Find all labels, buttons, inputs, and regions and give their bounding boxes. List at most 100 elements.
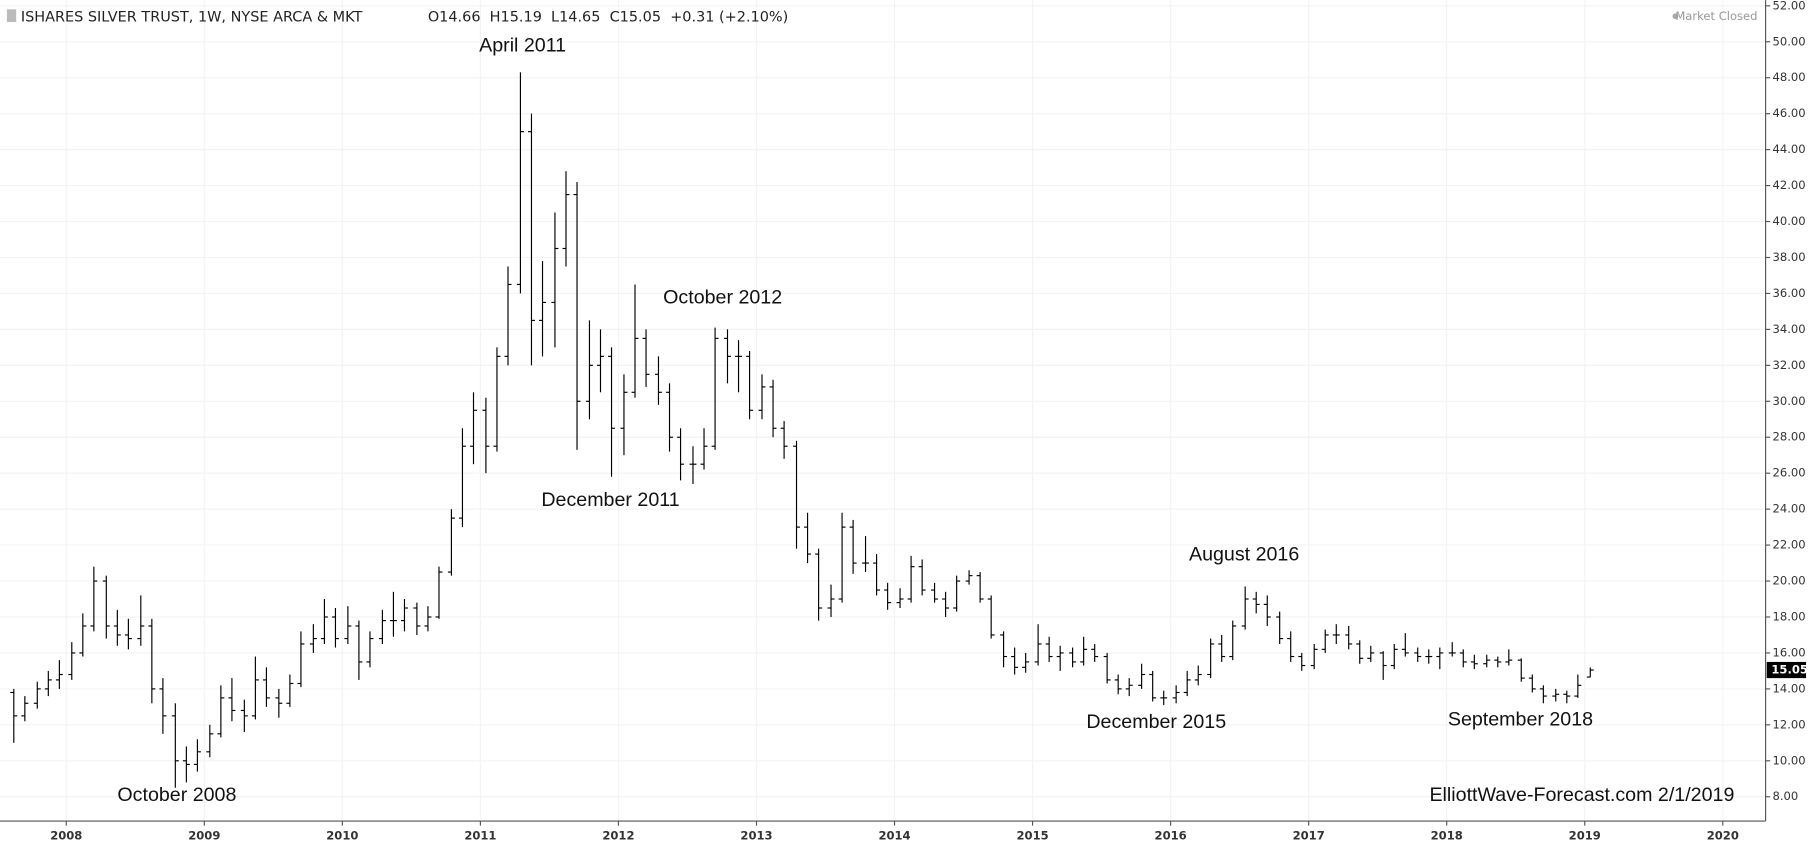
ohlc-bar[interactable] bbox=[1103, 652, 1111, 684]
ohlc-bar[interactable] bbox=[1298, 652, 1306, 671]
ohlc-bar[interactable] bbox=[862, 536, 870, 573]
ohlc-bar[interactable] bbox=[309, 624, 317, 653]
ohlc-bar[interactable] bbox=[1114, 674, 1122, 695]
ohlc-bar[interactable] bbox=[907, 555, 915, 603]
ohlc-bar[interactable] bbox=[297, 631, 305, 688]
ohlc-bar[interactable] bbox=[171, 703, 179, 788]
ohlc-bar[interactable] bbox=[435, 566, 443, 619]
ohlc-bar[interactable] bbox=[1345, 625, 1353, 650]
ohlc-bar[interactable] bbox=[275, 688, 283, 718]
ohlc-bar[interactable] bbox=[1401, 633, 1409, 657]
ohlc-bar[interactable] bbox=[33, 681, 41, 709]
ohlc-bar[interactable] bbox=[1470, 654, 1478, 670]
ohlc-bar[interactable] bbox=[896, 588, 904, 609]
ohlc-bar[interactable] bbox=[1207, 638, 1215, 679]
ohlc-bar[interactable] bbox=[424, 606, 432, 632]
ohlc-bar[interactable] bbox=[838, 512, 846, 603]
ohlc-bar[interactable] bbox=[700, 428, 708, 470]
ohlc-bar[interactable] bbox=[735, 340, 743, 393]
ohlc-bar[interactable] bbox=[1425, 649, 1433, 664]
ohlc-bar[interactable] bbox=[79, 613, 87, 657]
ohlc-bar[interactable] bbox=[655, 356, 662, 405]
ohlc-bar[interactable] bbox=[551, 212, 559, 348]
ohlc-bar[interactable] bbox=[620, 374, 628, 456]
ohlc-bar[interactable] bbox=[1574, 674, 1582, 698]
ohlc-bar[interactable] bbox=[1022, 652, 1030, 673]
ohlc-bar[interactable] bbox=[1263, 595, 1271, 626]
ohlc-bar[interactable] bbox=[44, 670, 52, 697]
ohlc-bar[interactable] bbox=[562, 171, 570, 267]
ohlc-bar[interactable] bbox=[193, 739, 201, 772]
ohlc-bar[interactable] bbox=[931, 582, 939, 603]
ohlc-bar[interactable] bbox=[1172, 685, 1180, 704]
ohlc-bar[interactable] bbox=[1080, 636, 1088, 666]
ohlc-bar[interactable] bbox=[1149, 670, 1157, 702]
ohlc-bar[interactable] bbox=[1517, 658, 1525, 682]
ohlc-bar[interactable] bbox=[1539, 685, 1547, 704]
ohlc-bar[interactable] bbox=[1125, 678, 1133, 697]
ohlc-bar[interactable] bbox=[827, 584, 835, 617]
ohlc-bar[interactable] bbox=[1448, 642, 1456, 657]
ohlc-bar[interactable] bbox=[55, 660, 63, 689]
ohlc-bar[interactable] bbox=[1483, 654, 1491, 668]
ohlc-bar[interactable] bbox=[389, 591, 397, 637]
ohlc-bar[interactable] bbox=[1505, 649, 1513, 666]
ohlc-bar[interactable] bbox=[1160, 690, 1168, 706]
ohlc-bar[interactable] bbox=[1229, 620, 1237, 661]
ohlc-bar[interactable] bbox=[504, 266, 512, 366]
ohlc-bar[interactable] bbox=[689, 446, 697, 484]
ohlc-bar[interactable] bbox=[1045, 636, 1053, 662]
ohlc-bar[interactable] bbox=[206, 724, 214, 758]
ohlc-bar[interactable] bbox=[1011, 647, 1019, 675]
ohlc-bar[interactable] bbox=[1528, 674, 1536, 693]
symbol-icon[interactable] bbox=[6, 9, 17, 23]
ohlc-bar[interactable] bbox=[666, 383, 673, 452]
ohlc-bar[interactable] bbox=[724, 329, 731, 384]
ohlc-bar[interactable] bbox=[366, 631, 374, 668]
ohlc-bar[interactable] bbox=[642, 329, 650, 387]
ohlc-bar[interactable] bbox=[1000, 631, 1008, 668]
ohlc-bar[interactable] bbox=[68, 642, 76, 680]
ohlc-bar[interactable] bbox=[240, 699, 248, 733]
ohlc-bar[interactable] bbox=[1034, 624, 1042, 666]
ohlc-bar[interactable] bbox=[1310, 643, 1318, 670]
ohlc-bar[interactable] bbox=[1459, 649, 1467, 668]
ohlc-bar[interactable] bbox=[1414, 647, 1422, 662]
ohlc-bar[interactable] bbox=[573, 181, 581, 450]
ohlc-bar[interactable] bbox=[21, 696, 29, 722]
ohlc-bar[interactable] bbox=[804, 512, 812, 564]
ohlc-bar[interactable] bbox=[458, 428, 466, 528]
ohlc-bar[interactable] bbox=[815, 548, 823, 621]
ohlc-bar[interactable] bbox=[378, 609, 386, 644]
ohlc-bar[interactable] bbox=[758, 374, 766, 420]
ohlc-bar[interactable] bbox=[953, 575, 961, 612]
ohlc-bar[interactable] bbox=[1091, 643, 1099, 662]
ohlc-bar[interactable] bbox=[539, 261, 546, 357]
ohlc-bar[interactable] bbox=[1563, 690, 1571, 704]
ohlc-bar[interactable] bbox=[918, 559, 926, 596]
ohlc-bar[interactable] bbox=[1321, 629, 1329, 653]
ohlc-bar[interactable] bbox=[585, 320, 593, 420]
ohlc-bar[interactable] bbox=[1056, 645, 1064, 671]
ohlc-bar[interactable] bbox=[1379, 651, 1387, 680]
ohlc-bar[interactable] bbox=[780, 421, 788, 459]
ohlc-bar[interactable] bbox=[1367, 645, 1375, 662]
ohlc-bar[interactable] bbox=[482, 397, 490, 474]
ohlc-bar[interactable] bbox=[159, 678, 167, 734]
ohlc-bar[interactable] bbox=[516, 72, 524, 294]
ohlc-bar[interactable] bbox=[1138, 663, 1146, 689]
ohlc-bar[interactable] bbox=[769, 379, 777, 438]
chart-title[interactable]: ISHARES SILVER TRUST, 1W, NYSE ARCA & MK… bbox=[21, 9, 363, 25]
ohlc-bar[interactable] bbox=[331, 608, 339, 648]
ohlc-bar[interactable] bbox=[942, 591, 950, 617]
ohlc-bar[interactable] bbox=[493, 347, 501, 452]
ohlc-bar[interactable] bbox=[1356, 640, 1364, 664]
ohlc-bar[interactable] bbox=[262, 667, 270, 707]
ohlc-bar[interactable] bbox=[793, 440, 800, 549]
ohlc-bar[interactable] bbox=[1332, 624, 1340, 644]
ohlc-bar[interactable] bbox=[320, 599, 328, 644]
ohlc-bar[interactable] bbox=[849, 519, 857, 574]
ohlc-bar[interactable] bbox=[1252, 591, 1260, 614]
ohlc-bar[interactable] bbox=[1069, 647, 1077, 668]
ohlc-bar[interactable] bbox=[1218, 634, 1226, 662]
